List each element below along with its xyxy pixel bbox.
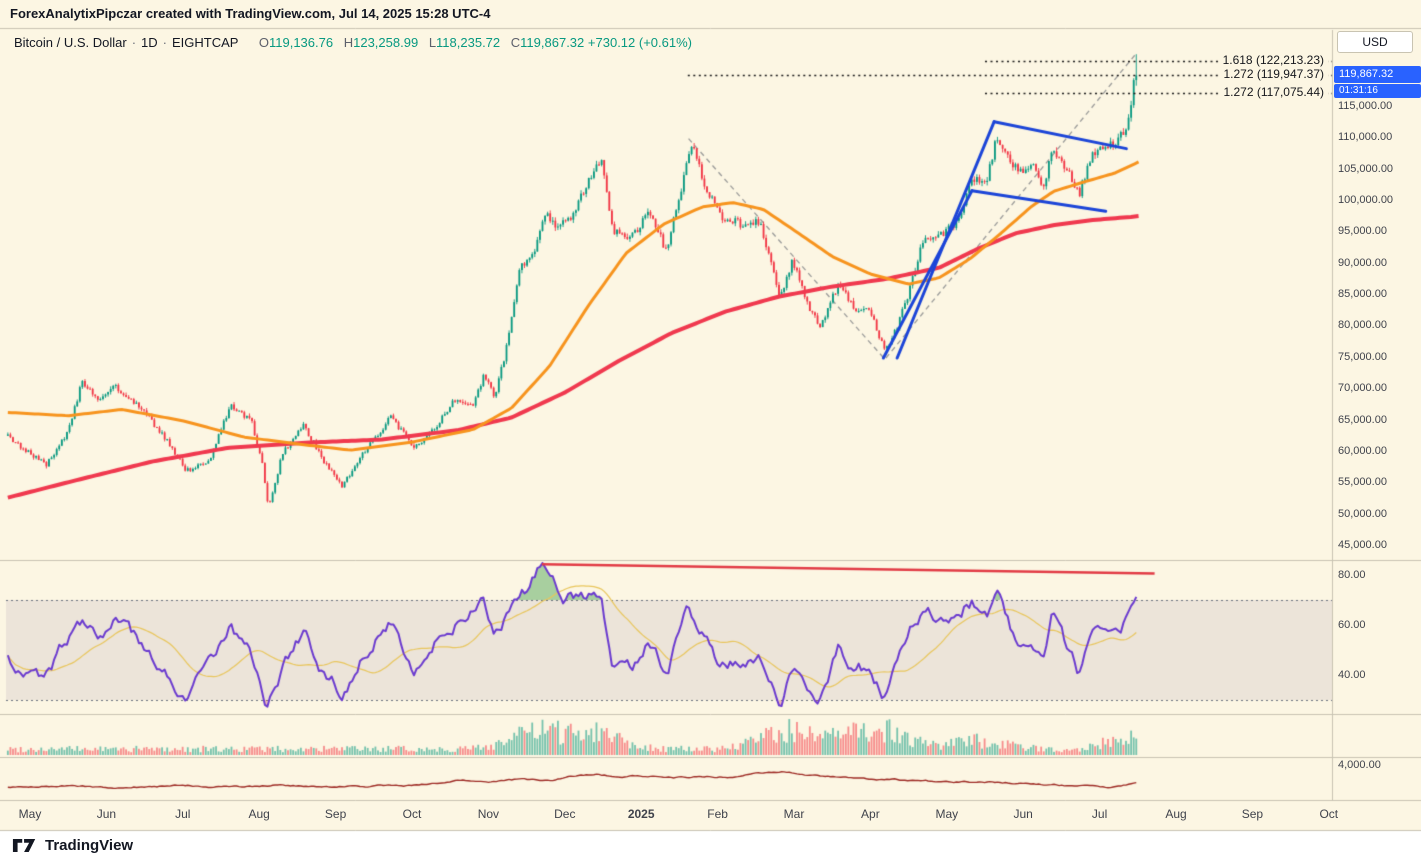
time-tick: Aug [1165, 807, 1187, 821]
price-tick: 75,000.00 [1338, 350, 1387, 363]
low-value: 118,235.72 [436, 35, 501, 50]
time-tick: May [18, 807, 42, 821]
ohlc-readout: O119,136.76 H123,258.99 L118,235.72 C119… [252, 35, 692, 50]
time-tick: Jul [1091, 807, 1108, 821]
price-tick: 50,000.00 [1338, 507, 1387, 520]
rsi-tick: 40.00 [1338, 669, 1366, 681]
time-tick: Dec [554, 807, 576, 821]
attribution-text: ForexAnalytixPipczar created with Tradin… [10, 6, 491, 21]
close-label: C [510, 35, 521, 50]
time-tick: Jun [1013, 807, 1033, 821]
currency-usd-button[interactable]: USD [1337, 31, 1413, 53]
rsi-tick: 60.00 [1338, 619, 1366, 631]
last-price-badge: 119,867.32 01:31:16 [1334, 66, 1421, 98]
price-tick: 70,000.00 [1338, 382, 1387, 395]
high-label: H [343, 35, 354, 50]
tradingview-brand[interactable]: TradingView [45, 836, 134, 854]
attribution-bar: ForexAnalytixPipczar created with Tradin… [10, 6, 490, 21]
time-tick: Apr [861, 807, 880, 821]
time-tick: Sep [324, 807, 347, 821]
price-tick: 85,000.00 [1338, 288, 1387, 301]
price-tick: 55,000.00 [1338, 476, 1387, 489]
price-tick: 115,000.00 [1338, 100, 1393, 112]
price-tick: 105,000.00 [1338, 162, 1394, 175]
price-tick: 100,000.00 [1338, 194, 1394, 207]
fib-label: 1.272 (119,947.37) [1219, 66, 1328, 81]
symbol-name[interactable]: Bitcoin / U.S. Dollar [14, 35, 127, 50]
time-tick: Nov [477, 807, 500, 821]
price-tick: 95,000.00 [1338, 225, 1387, 238]
close-value: 119,867.32 [520, 35, 585, 50]
time-tick: Jun [96, 807, 117, 821]
price-tick: 80,000.00 [1338, 319, 1387, 332]
open-value: 119,136.76 [268, 35, 334, 50]
fib-label: 1.618 (122,213.23) [1218, 52, 1328, 67]
price-tick: 110,000.00 [1338, 131, 1393, 144]
tradingview-logo-icon[interactable] [12, 838, 38, 853]
change-value: +730.12 (+0.61%) [587, 35, 692, 50]
low-label: L [428, 35, 437, 50]
price-tick: 90,000.00 [1338, 256, 1387, 269]
indicator-tick: 4,000.00 [1338, 759, 1381, 771]
time-tick: Mar [783, 807, 805, 821]
last-price-value: 119,867.32 [1334, 66, 1421, 83]
symbol-legend: Bitcoin / U.S. Dollar · 1D · EIGHTCAP O119,1… [14, 35, 692, 50]
footer-bar: TradingView [12, 832, 133, 858]
bar-countdown: 01:31:16 [1334, 84, 1421, 98]
legend-separator: · [162, 35, 168, 50]
exchange-label[interactable]: EIGHTCAP [172, 35, 239, 50]
rsi-tick: 80.00 [1338, 569, 1366, 581]
time-tick: Sep [1241, 807, 1264, 821]
interval-label[interactable]: 1D [141, 35, 158, 50]
price-tick: 45,000.00 [1338, 538, 1387, 551]
time-tick: Oct [402, 807, 422, 821]
open-label: O [258, 35, 269, 50]
time-tick: May [935, 807, 959, 821]
time-tick: Aug [248, 807, 270, 821]
time-tick: Feb [707, 807, 728, 821]
high-value: 123,258.99 [353, 35, 419, 50]
time-tick: 2025 [627, 807, 655, 821]
legend-separator: · [131, 35, 137, 50]
price-tick: 60,000.00 [1338, 444, 1387, 457]
time-tick: Jul [175, 807, 191, 821]
fib-label: 1.272 (117,075.44) [1219, 84, 1328, 99]
price-tick: 65,000.00 [1338, 413, 1387, 426]
time-tick: Oct [1319, 807, 1339, 821]
